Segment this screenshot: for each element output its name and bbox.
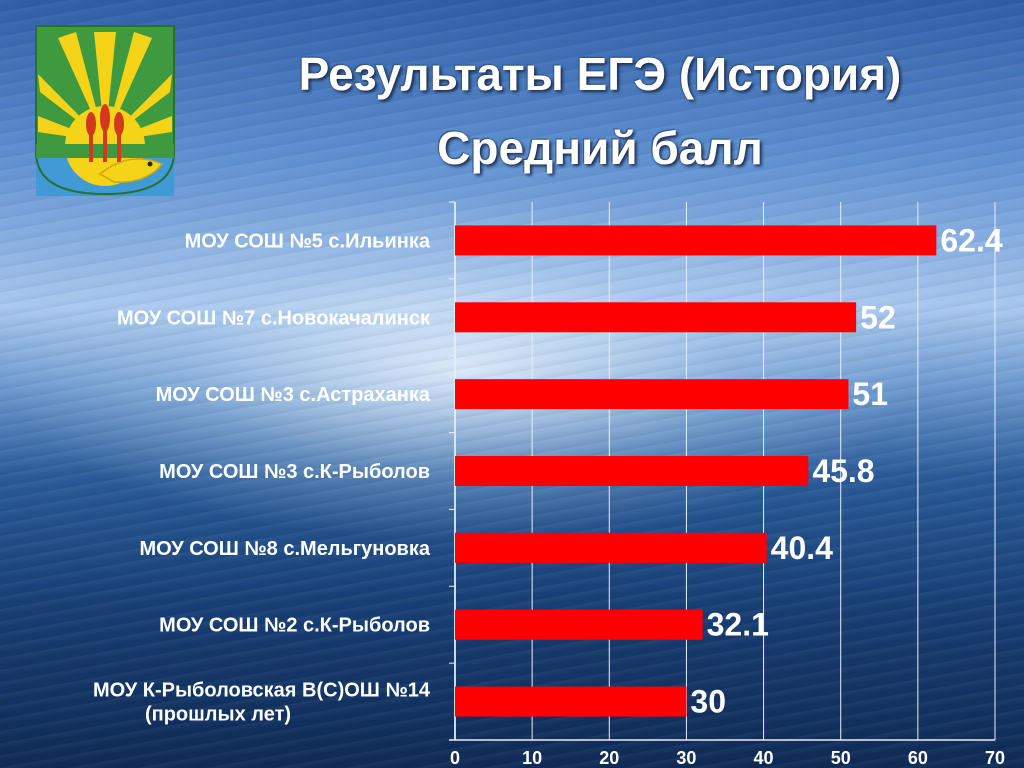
bar bbox=[455, 379, 849, 410]
bar bbox=[455, 686, 687, 717]
data-label: 30 bbox=[690, 684, 726, 720]
data-label: 45.8 bbox=[812, 453, 874, 489]
x-tick-label: 60 bbox=[908, 748, 928, 768]
page-subtitle: Средний балл bbox=[437, 122, 763, 174]
x-tick-label: 20 bbox=[599, 748, 619, 768]
data-label: 52 bbox=[860, 299, 896, 335]
x-tick-label: 50 bbox=[831, 748, 851, 768]
coat-of-arms-icon bbox=[35, 25, 175, 196]
bars bbox=[455, 225, 937, 717]
x-tick-label: 40 bbox=[754, 748, 774, 768]
data-label: 32.1 bbox=[707, 607, 769, 643]
bar bbox=[455, 225, 937, 256]
bar bbox=[455, 302, 857, 333]
page-title: Результаты ЕГЭ (История) bbox=[298, 48, 902, 100]
y-tick-label: МОУ СОШ №3 с.Астраханка bbox=[156, 384, 431, 406]
x-tick-label: 30 bbox=[676, 748, 696, 768]
y-tick-label: (прошлых лет) bbox=[145, 704, 291, 726]
y-tick-label: МОУ СОШ №7 с.Новокачалинск bbox=[117, 307, 431, 329]
x-tick-label: 10 bbox=[522, 748, 542, 768]
labels: 0 10 20 30 40 50 60 70 62.4 МОУ СОШ №5 с.Ильинка 5… bbox=[93, 222, 1005, 768]
bar bbox=[455, 609, 703, 640]
y-tick-label: МОУ СОШ №3 с.К-Рыболов bbox=[159, 461, 430, 483]
y-tick-label: МОУ К-Рыболовская В(С)ОШ №14 bbox=[93, 680, 431, 702]
y-tick-label: МОУ СОШ №2 с.К-Рыболов bbox=[159, 615, 430, 637]
bar bbox=[455, 532, 767, 563]
x-tick-label: 0 bbox=[450, 748, 460, 768]
y-tick-label: МОУ СОШ №8 с.Мельгуновка bbox=[140, 538, 431, 560]
data-label: 40.4 bbox=[771, 530, 833, 566]
y-tick-label: МОУ СОШ №5 с.Ильинка bbox=[185, 230, 431, 252]
x-tick-label: 70 bbox=[985, 748, 1005, 768]
data-label: 51 bbox=[852, 376, 888, 412]
bar bbox=[455, 456, 809, 486]
data-label: 62.4 bbox=[940, 222, 1002, 258]
